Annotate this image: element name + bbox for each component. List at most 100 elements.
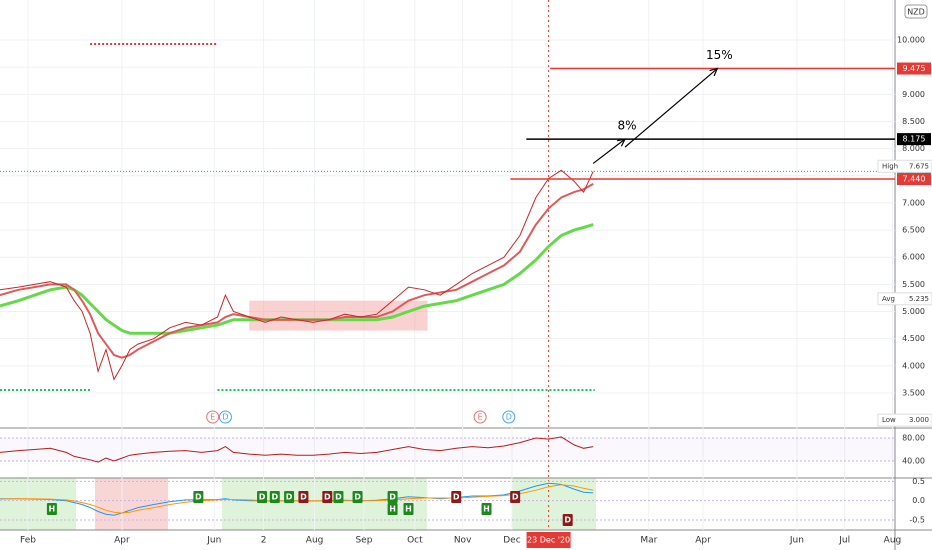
arrow-head — [617, 138, 627, 147]
stat-value: 7.675 — [909, 162, 929, 170]
signal-box — [510, 491, 521, 503]
x-tick-label: Sep — [355, 536, 372, 546]
x-tick-label: Apr — [695, 536, 711, 546]
y-tick-label: 4.000 — [902, 361, 925, 370]
series-line — [0, 169, 594, 381]
y-tick-label: 4.500 — [902, 334, 925, 343]
stat-name: Avg — [882, 295, 895, 303]
signal-label: D — [564, 516, 571, 525]
signal-label: D — [512, 493, 519, 502]
y-tick-label: -0.5 — [909, 515, 925, 524]
zone-bg — [0, 478, 76, 530]
event-label: D — [222, 413, 228, 422]
signal-box — [403, 503, 414, 515]
stat-value: 3.000 — [909, 416, 929, 424]
x-tick-label: Jun — [206, 536, 221, 546]
signal-label: H — [389, 505, 396, 514]
arrow — [624, 68, 718, 148]
signal-box — [451, 491, 462, 503]
y-tick-label: 5.000 — [902, 307, 925, 316]
arrow-head — [709, 67, 719, 77]
event-marker — [473, 410, 487, 424]
signal-box — [387, 491, 398, 503]
signal-box — [333, 491, 344, 503]
signal-box — [46, 503, 57, 515]
crosshair-label: 23 Dec '20 — [527, 536, 570, 545]
x-tick-label: Aug — [884, 536, 902, 546]
signal-box — [269, 491, 280, 503]
signal-label: D — [389, 493, 396, 502]
price-label: 7.440 — [903, 175, 926, 184]
y-tick-label: 6.000 — [902, 253, 925, 262]
crosshair-box — [526, 532, 571, 548]
signal-label: D — [354, 493, 361, 502]
annotation: 15% — [706, 48, 733, 62]
signal-label: D — [259, 493, 266, 502]
signal-box — [298, 491, 309, 503]
y-tick-label: 8.000 — [902, 144, 925, 153]
currency-box — [904, 4, 928, 19]
x-tick-label: Jul — [838, 536, 850, 546]
x-tick-label: Jun — [789, 536, 804, 546]
stat-name: High — [882, 162, 898, 170]
y-tick-label: 10.000 — [897, 36, 925, 45]
y-tick-label: 7.000 — [902, 198, 925, 207]
y-tick-label: 6.500 — [902, 226, 925, 235]
y-tick-label: 8.500 — [902, 117, 925, 126]
price-label-box — [897, 62, 931, 75]
signal-box — [387, 503, 398, 515]
signal-label: H — [483, 505, 490, 514]
x-tick-label: Mar — [640, 536, 657, 546]
event-marker — [206, 410, 220, 424]
signal-label: D — [271, 493, 278, 502]
y-tick-label: 5.500 — [902, 280, 925, 289]
signal-label: D — [453, 493, 460, 502]
arrow — [592, 138, 626, 164]
signal-label: D — [335, 493, 342, 502]
signal-label: D — [300, 493, 307, 502]
x-tick-label: Oct — [407, 536, 423, 546]
signal-label: D — [286, 493, 293, 502]
price-label-box — [897, 133, 931, 146]
stat-box — [877, 413, 932, 427]
signal-label: D — [324, 493, 331, 502]
y-tick-label: 3.500 — [902, 388, 925, 397]
event-label: D — [506, 413, 512, 422]
stat-box — [877, 292, 932, 306]
event-marker — [502, 410, 516, 424]
event-label: E — [210, 413, 215, 422]
stat-value: 5.235 — [909, 295, 929, 303]
annotation: 8% — [617, 119, 636, 133]
signal-label: H — [49, 505, 56, 514]
stat-name: Low — [882, 416, 896, 424]
signal-box — [352, 491, 363, 503]
stat-box — [877, 159, 932, 173]
price-label: 9.475 — [903, 64, 926, 73]
price-label: 8.175 — [903, 135, 926, 144]
x-tick-label: Nov — [454, 536, 472, 546]
series-line — [0, 183, 594, 359]
series-line — [0, 436, 594, 463]
event-marker — [218, 410, 232, 424]
event-label: E — [478, 413, 483, 422]
y-tick-label: 9.000 — [902, 90, 925, 99]
currency: NZD — [907, 8, 925, 17]
signal-box — [562, 514, 573, 526]
x-tick-label: Apr — [114, 536, 130, 546]
y-tick-label: 40.00 — [902, 456, 925, 465]
x-tick-label: Dec — [503, 536, 520, 546]
y-tick-label: 0.5 — [912, 477, 925, 486]
price-label-box — [897, 173, 931, 186]
signal-box — [257, 491, 268, 503]
x-tick-label: 2 — [261, 536, 267, 546]
signal-box — [481, 503, 492, 515]
y-tick-label: 80.00 — [902, 434, 925, 443]
signal-label: H — [405, 505, 412, 514]
x-tick-label: Aug — [306, 536, 324, 546]
y-tick-label: 0.0 — [912, 496, 925, 505]
signal-box — [322, 491, 333, 503]
signal-box — [193, 491, 204, 503]
zone-bg — [512, 478, 596, 530]
